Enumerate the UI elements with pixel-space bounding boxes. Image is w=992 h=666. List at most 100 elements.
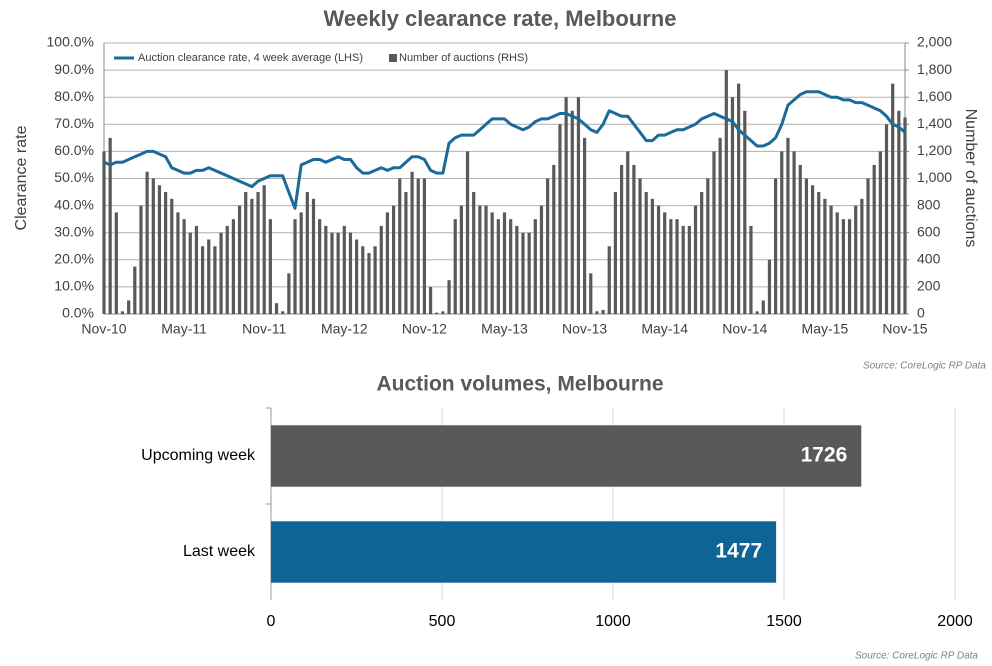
bar [601, 309, 605, 314]
bar [515, 225, 519, 314]
bar [700, 192, 704, 314]
bar [268, 219, 272, 314]
y-tick-label: Upcoming week [141, 447, 256, 464]
bar [274, 303, 279, 314]
bar [311, 198, 316, 314]
bar [428, 286, 433, 314]
x-tick-label: Nov-13 [562, 321, 607, 337]
x-tick-label: Nov-14 [722, 321, 767, 337]
bar [718, 137, 722, 314]
bar [157, 185, 162, 314]
bar [102, 151, 106, 314]
y-tick-label: 30.0% [54, 223, 94, 239]
bar [287, 273, 291, 314]
bar [798, 164, 802, 314]
bar [595, 311, 599, 314]
bar [422, 178, 426, 314]
legend-swatch [389, 54, 398, 62]
bar [509, 219, 513, 314]
bar [490, 212, 494, 314]
bar [213, 246, 217, 314]
bar [145, 171, 149, 314]
bar [453, 219, 457, 314]
bar [250, 198, 254, 314]
bar [367, 253, 371, 314]
source: Source: CoreLogic RP Data [863, 361, 986, 372]
y-tick-label: 20.0% [54, 251, 94, 267]
legend-label: Auction clearance rate, 4 week average (… [138, 52, 363, 64]
bar [583, 137, 587, 314]
bar [663, 212, 667, 314]
y2-tick-label: 200 [917, 278, 941, 294]
bar [435, 312, 439, 314]
x-tick-label: 1000 [595, 613, 631, 630]
legend-label: Number of auctions (RHS) [399, 52, 528, 64]
y-tick-label: 80.0% [54, 88, 94, 104]
bar [878, 151, 882, 314]
y2-tick-label: 1,200 [917, 142, 952, 158]
bar [755, 311, 759, 314]
bar [626, 151, 630, 314]
bar [182, 219, 186, 314]
bar [638, 178, 642, 314]
bar [355, 239, 359, 314]
y-tick-label: 100.0% [47, 34, 94, 50]
bar [681, 225, 685, 314]
bar [207, 239, 211, 314]
bar [650, 198, 654, 314]
x-tick-label: May-13 [481, 321, 528, 337]
bar [860, 198, 864, 314]
bar [749, 225, 753, 314]
y-tick-label: 90.0% [54, 61, 94, 77]
bar [841, 219, 845, 314]
bar [472, 192, 476, 314]
bar [669, 219, 673, 314]
bar [262, 185, 266, 314]
x-tick-label: Nov-10 [81, 321, 126, 337]
y-tick-label: 50.0% [54, 169, 94, 185]
bar [385, 212, 390, 314]
bar [792, 151, 796, 314]
bar [854, 205, 858, 314]
bar [293, 219, 297, 314]
bar [139, 205, 143, 314]
bar [361, 246, 365, 314]
x-tick-label: 2000 [937, 613, 973, 630]
y2-tick-label: 800 [917, 196, 941, 212]
bar [484, 205, 488, 314]
bar [459, 205, 463, 314]
bar [687, 225, 691, 314]
x-tick-label: Nov-15 [882, 321, 927, 337]
x-tick-label: May-14 [641, 321, 688, 337]
bar [872, 164, 876, 314]
y-tick-label: 70.0% [54, 115, 94, 131]
bar [829, 205, 833, 314]
bar [478, 205, 482, 314]
line [103, 90, 906, 210]
bar [200, 246, 205, 314]
bar [761, 300, 765, 314]
bar [774, 178, 778, 314]
bar [724, 70, 728, 314]
x-tick-label: May-11 [161, 321, 207, 337]
bar [441, 311, 445, 314]
bar [502, 212, 507, 314]
x-tick-label: May-12 [321, 321, 368, 337]
y-tick-label: Last week [183, 543, 256, 560]
y2-tick-label: 600 [917, 223, 941, 239]
y2-tick-label: 2,000 [917, 34, 952, 50]
bar [391, 205, 396, 314]
bar [114, 212, 118, 314]
bar [410, 171, 414, 314]
bar [176, 212, 180, 314]
bar [817, 192, 821, 314]
bar [589, 273, 593, 314]
bar [324, 225, 328, 314]
value-label: 1477 [715, 540, 762, 563]
bar [342, 225, 346, 314]
bar [743, 110, 747, 314]
bar [712, 151, 716, 314]
bar [576, 97, 581, 314]
y2-tick-label: 1,000 [917, 169, 952, 185]
